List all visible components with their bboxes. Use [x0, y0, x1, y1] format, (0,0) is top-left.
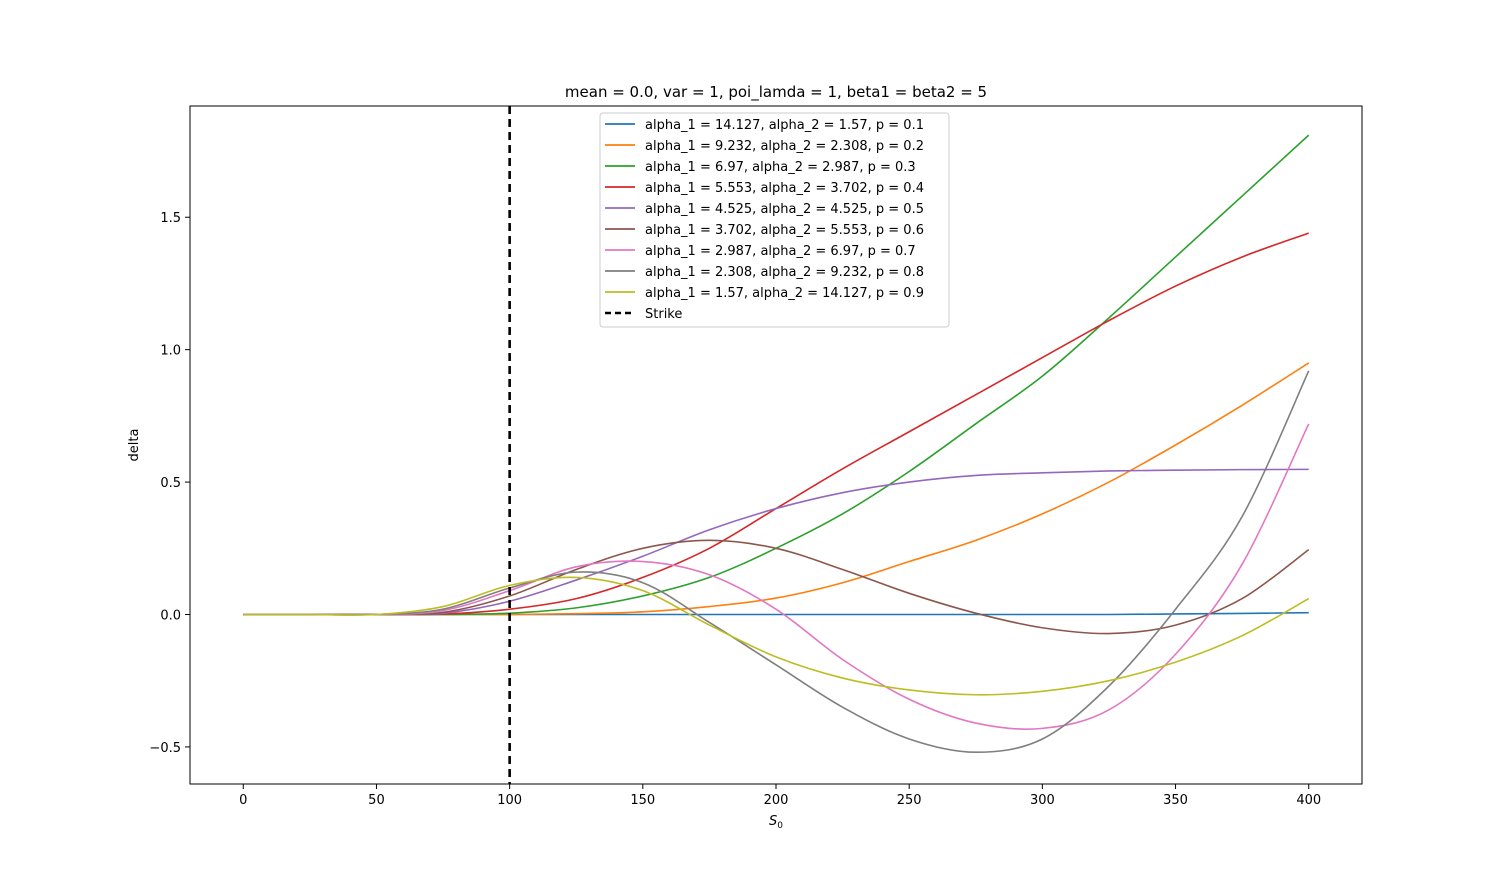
series-line-9: [243, 576, 1310, 696]
y-axis: −0.5 0.0 0.5 1.0 1.5: [149, 211, 190, 756]
y-tick-label: 0.0: [160, 609, 181, 624]
x-tick-label: 400: [1296, 793, 1321, 808]
legend-label: alpha_1 = 5.553, alpha_2 = 3.702, p = 0.…: [645, 181, 924, 196]
y-tick-label: 0.5: [160, 476, 181, 491]
series-layer: [243, 134, 1310, 754]
legend-label-strike: Strike: [645, 307, 682, 322]
x-tick-label: 0: [239, 793, 247, 808]
y-tick-label: 1.5: [160, 211, 181, 226]
legend: alpha_1 = 14.127, alpha_2 = 1.57, p = 0.…: [599, 112, 950, 328]
x-tick-label: 350: [1163, 793, 1188, 808]
series-line-8: [243, 370, 1310, 754]
x-axis-label: S0: [769, 814, 783, 831]
x-tick-label: 250: [897, 793, 922, 808]
legend-label: alpha_1 = 6.97, alpha_2 = 2.987, p = 0.3: [645, 160, 916, 175]
x-tick-label: 300: [1030, 793, 1055, 808]
series-line-6: [243, 539, 1310, 635]
x-tick-label: 50: [368, 793, 385, 808]
y-tick-label: −0.5: [149, 741, 181, 756]
y-tick-label: 1.0: [160, 344, 181, 359]
y-axis-label: delta: [127, 429, 142, 462]
legend-label: alpha_1 = 4.525, alpha_2 = 4.525, p = 0.…: [645, 202, 924, 217]
legend-label: alpha_1 = 2.308, alpha_2 = 9.232, p = 0.…: [645, 265, 924, 280]
x-axis-label-main: S: [769, 814, 777, 829]
x-axis: 0 50 100 150 200 250 300 350 400: [239, 784, 1321, 808]
legend-label: alpha_1 = 1.57, alpha_2 = 14.127, p = 0.…: [645, 286, 924, 301]
x-tick-label: 150: [630, 793, 655, 808]
x-tick-label: 200: [764, 793, 789, 808]
x-axis-label-sub: 0: [777, 821, 783, 831]
chart-title: mean = 0.0, var = 1, poi_lamda = 1, beta…: [565, 83, 987, 102]
legend-box: [599, 112, 950, 328]
legend-label: alpha_1 = 3.702, alpha_2 = 5.553, p = 0.…: [645, 223, 924, 238]
legend-label: alpha_1 = 2.987, alpha_2 = 6.97, p = 0.7: [645, 244, 916, 259]
legend-label: alpha_1 = 9.232, alpha_2 = 2.308, p = 0.…: [645, 139, 924, 154]
x-tick-label: 100: [497, 793, 522, 808]
legend-label: alpha_1 = 14.127, alpha_2 = 1.57, p = 0.…: [645, 118, 924, 133]
